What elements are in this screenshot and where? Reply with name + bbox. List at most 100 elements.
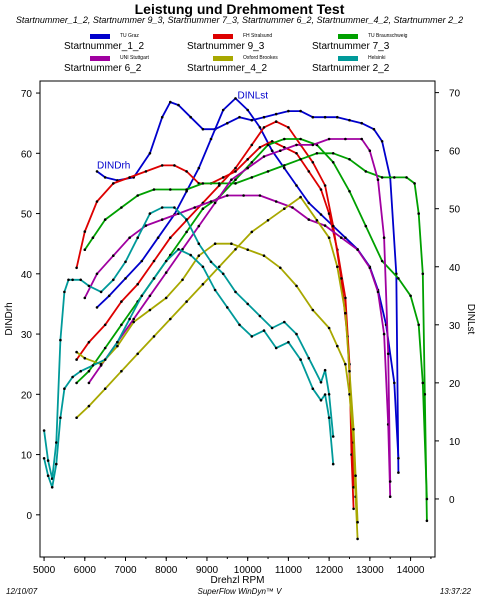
series-point: [87, 284, 91, 288]
series-point: [221, 108, 225, 112]
series-point: [331, 161, 335, 164]
series-point: [262, 155, 266, 158]
series-line: [83, 194, 392, 497]
series-point: [356, 248, 359, 251]
series-point: [164, 271, 168, 274]
series-point: [376, 178, 380, 181]
series-point: [107, 294, 111, 298]
y-left-tick-label: 40: [21, 270, 33, 281]
series-point: [352, 507, 355, 511]
series-point: [71, 278, 74, 282]
series-point: [112, 182, 115, 185]
series-point: [425, 497, 429, 501]
series-point: [103, 358, 107, 361]
series-point: [201, 182, 205, 185]
series-point: [160, 164, 164, 167]
y-left-tick-label: 60: [21, 149, 33, 160]
series-point: [230, 242, 233, 245]
series-point: [87, 340, 91, 344]
series-point: [55, 441, 58, 444]
series-point: [311, 161, 315, 164]
series-point: [91, 364, 95, 367]
series-point: [201, 127, 205, 131]
series-point: [148, 152, 152, 155]
series-point: [246, 248, 249, 251]
series-point: [226, 306, 229, 309]
series-point: [421, 381, 425, 385]
y-left-tick-label: 50: [21, 210, 33, 221]
series-point: [323, 224, 327, 227]
series-point: [331, 435, 335, 438]
series-point: [234, 97, 237, 100]
series-point: [368, 266, 372, 270]
series-point: [250, 143, 254, 147]
series-point: [250, 335, 254, 338]
series-point: [246, 158, 249, 161]
series-point: [209, 260, 213, 264]
series-point: [87, 381, 91, 385]
series-point: [242, 194, 245, 197]
series-point: [421, 272, 425, 276]
series-point: [319, 399, 323, 402]
series-point: [46, 474, 50, 478]
y-left-tick-label: 20: [21, 390, 33, 401]
series-point: [124, 277, 127, 280]
series-point: [128, 317, 131, 321]
series-point: [136, 352, 139, 356]
series-point: [217, 182, 221, 185]
series-point: [393, 176, 396, 179]
series-point: [336, 115, 339, 119]
series-point: [266, 143, 270, 147]
y-left-tick-label: 30: [21, 330, 33, 341]
series-point: [336, 265, 339, 269]
series-point: [160, 218, 164, 221]
x-tick-label: 8000: [155, 565, 178, 576]
series-point: [307, 218, 311, 221]
series-point: [209, 200, 213, 203]
series-point: [75, 350, 78, 354]
series-point: [120, 323, 123, 327]
series-point: [380, 259, 384, 263]
series-point: [132, 317, 135, 321]
series-point: [59, 416, 62, 420]
series-point: [221, 176, 225, 179]
series-point: [274, 120, 278, 123]
series-point: [46, 459, 50, 462]
series-point: [307, 170, 311, 173]
annotation-label: DINDrh: [97, 160, 130, 171]
series-point: [221, 272, 225, 276]
series-point: [95, 306, 99, 309]
legend-swatch: [90, 34, 110, 39]
series-point: [344, 311, 347, 315]
footer-date: 12/10/07: [6, 587, 38, 596]
series-point: [331, 462, 335, 466]
series-point: [397, 277, 400, 280]
series-point: [344, 236, 347, 239]
series-point: [156, 236, 160, 239]
series-point: [283, 164, 286, 167]
series-point: [217, 184, 221, 187]
series-point: [274, 346, 278, 350]
y-right-axis-label: DINLst: [465, 304, 476, 335]
legend-team-label: TU Graz: [120, 33, 139, 39]
series-point: [185, 230, 188, 234]
series-point: [112, 278, 115, 282]
y-left-tick-label: 10: [21, 451, 33, 462]
legend-series-name: Startnummer 7_3: [312, 41, 390, 52]
series-point: [116, 340, 119, 344]
series-line: [43, 206, 335, 480]
series-point: [356, 520, 359, 524]
y-right-tick-label: 20: [449, 379, 461, 390]
series-point: [169, 317, 172, 321]
series-point: [136, 282, 139, 286]
x-tick-label: 13000: [356, 565, 384, 576]
series-point: [140, 259, 144, 263]
series-point: [348, 118, 351, 122]
series-point: [283, 166, 286, 170]
series-point: [185, 188, 188, 191]
series-point: [234, 182, 237, 185]
x-tick-label: 6000: [74, 565, 97, 576]
series-point: [354, 474, 357, 478]
series-point: [83, 248, 87, 251]
